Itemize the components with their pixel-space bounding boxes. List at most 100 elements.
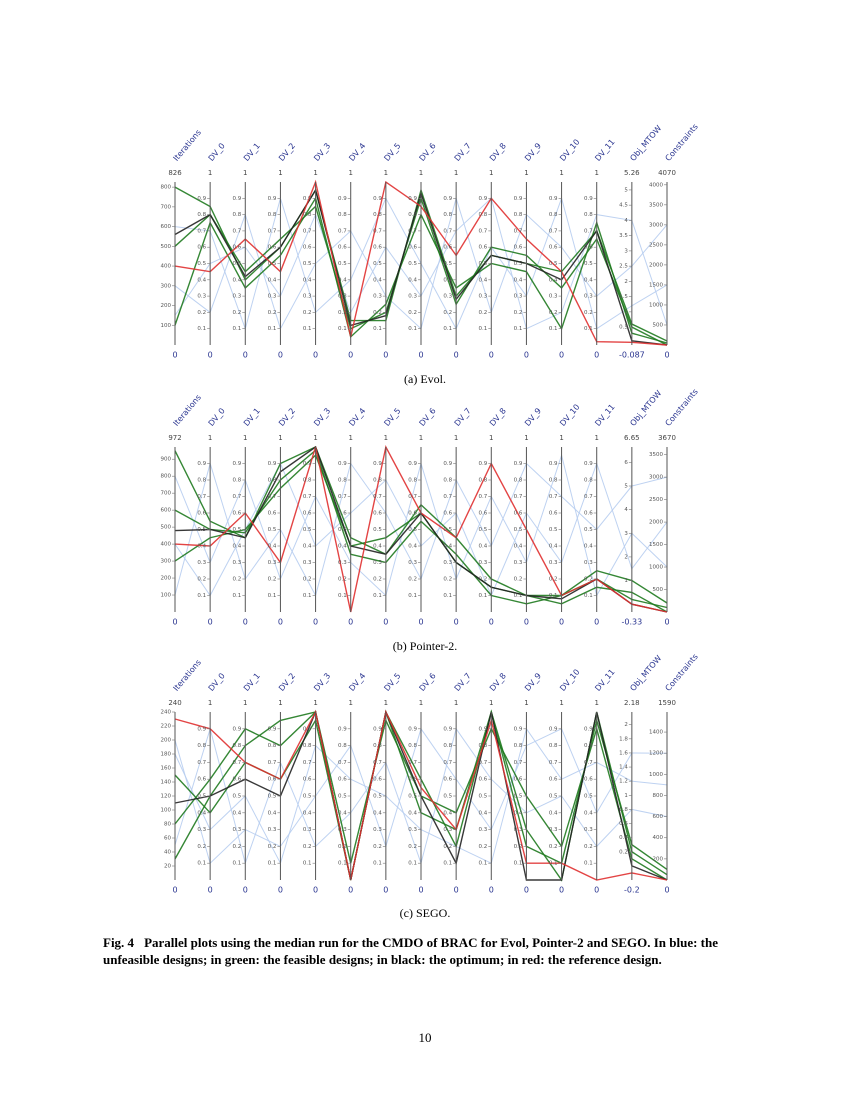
tick-label: 4000	[649, 182, 663, 188]
axis-label: DV_8	[488, 141, 508, 163]
tick-label: 0.4	[479, 544, 488, 550]
tick-label: 0.1	[233, 593, 242, 599]
tick-label: 0.7	[303, 228, 312, 234]
axis-min-label: 0	[383, 618, 388, 627]
axis-label: DV_2	[277, 406, 297, 428]
tick-label: 4	[624, 218, 628, 224]
tick-label: 0.5	[443, 527, 452, 533]
tick-label: 0.9	[584, 196, 593, 202]
tick-label: 0.3	[479, 827, 488, 833]
tick-label: 0.1	[443, 861, 452, 867]
tick-label: 0.1	[197, 326, 206, 332]
tick-label: 100	[161, 808, 172, 814]
tick-label: 0.6	[584, 511, 593, 517]
tick-label: 0.7	[268, 228, 277, 234]
tick-label: 0.3	[268, 560, 277, 566]
tick-label: 0.2	[408, 577, 417, 583]
axis-max-label: 1	[559, 699, 563, 707]
tick-label: 0.6	[514, 511, 523, 517]
axis-max-label: 1	[348, 699, 352, 707]
axis-max-label: 4070	[658, 169, 676, 177]
tick-label: 0.9	[479, 461, 488, 467]
tick-label: 0.6	[408, 245, 417, 251]
tick-label: 0.1	[268, 861, 277, 867]
axis-max-label: 240	[168, 699, 181, 707]
tick-label: 3500	[649, 452, 663, 458]
figure: Iterations8260100200300400500600700800DV…	[161, 122, 700, 895]
tick-label: 2	[624, 554, 628, 560]
tick-label: 0.5	[373, 527, 382, 533]
axis-min-label: 0	[454, 618, 459, 627]
tick-label: 0.2	[338, 844, 347, 850]
axis-max-label: 1	[489, 169, 493, 177]
axis-min-label: 0	[172, 351, 177, 360]
tick-label: 0.6	[303, 245, 312, 251]
tick-label: 0.5	[373, 794, 382, 800]
tick-label: 220	[161, 724, 172, 730]
tick-label: 0.2	[408, 844, 417, 850]
axis-min-label: 0	[418, 618, 423, 627]
tick-label: 0.3	[514, 294, 523, 300]
tick-label: 0.8	[514, 212, 523, 218]
tick-label: 0.2	[549, 577, 558, 583]
tick-label: 140	[161, 780, 172, 786]
tick-label: 2	[624, 279, 628, 285]
tick-label: 0.4	[233, 810, 242, 816]
tick-label: 0.7	[514, 228, 523, 234]
tick-label: 0.3	[233, 294, 242, 300]
tick-label: 300	[161, 559, 172, 565]
tick-label: 0.3	[584, 827, 593, 833]
tick-label: 0.2	[443, 577, 452, 583]
tick-label: 0.8	[197, 743, 206, 749]
tick-label: 2000	[649, 262, 663, 268]
tick-label: 0.5	[443, 261, 452, 267]
axis-min-label: 0	[172, 618, 177, 627]
tick-label: 0.5	[549, 527, 558, 533]
tick-label: 0.3	[338, 294, 347, 300]
tick-label: 0.9	[479, 726, 488, 732]
axis-min-label: 0	[594, 351, 599, 360]
axis-label: DV_9	[523, 406, 543, 428]
tick-label: 0.3	[373, 560, 382, 566]
axis-min-label: 0	[383, 886, 388, 895]
tick-label: 0.9	[338, 196, 347, 202]
axis-max-label: 1	[384, 169, 388, 177]
tick-label: 0.7	[233, 760, 242, 766]
tick-label: 0.4	[584, 277, 593, 283]
tick-label: 0.9	[408, 461, 417, 467]
tick-label: 0.4	[338, 810, 347, 816]
tick-label: 0.9	[479, 196, 488, 202]
tick-label: 2	[624, 722, 628, 728]
tick-label: 0.5	[233, 261, 242, 267]
axis-max-label: 1	[559, 169, 563, 177]
tick-label: 0.8	[197, 478, 206, 484]
tick-label: 0.8	[303, 212, 312, 218]
axis-min-label: 0	[172, 886, 177, 895]
tick-label: 0.2	[514, 844, 523, 850]
tick-label: 0.6	[338, 777, 347, 783]
axis-label: DV_10	[558, 402, 581, 427]
tick-label: 0.1	[303, 593, 312, 599]
tick-label: 0.1	[373, 861, 382, 867]
tick-label: 0.8	[233, 743, 242, 749]
axis-label: Constraints	[664, 652, 700, 693]
tick-label: 0.4	[479, 810, 488, 816]
axis-min-label: 0	[313, 618, 318, 627]
axis-max-label: 1	[278, 169, 282, 177]
axis-label: DV_4	[347, 141, 367, 163]
tick-label: 0.1	[443, 326, 452, 332]
tick-label: 0.7	[549, 494, 558, 500]
tick-label: 0.5	[233, 794, 242, 800]
tick-label: 0.6	[373, 245, 382, 251]
tick-label: 0.2	[549, 844, 558, 850]
tick-label: 0.5	[408, 794, 417, 800]
tick-label: 0.3	[373, 294, 382, 300]
tick-label: 0.9	[268, 461, 277, 467]
tick-label: 0.7	[373, 228, 382, 234]
tick-label: 0.7	[514, 760, 523, 766]
tick-label: 0.2	[268, 577, 277, 583]
tick-label: 1.6	[619, 750, 628, 756]
axis-label: Iterations	[172, 658, 203, 693]
tick-label: 0.8	[303, 478, 312, 484]
tick-label: 6	[624, 460, 628, 466]
